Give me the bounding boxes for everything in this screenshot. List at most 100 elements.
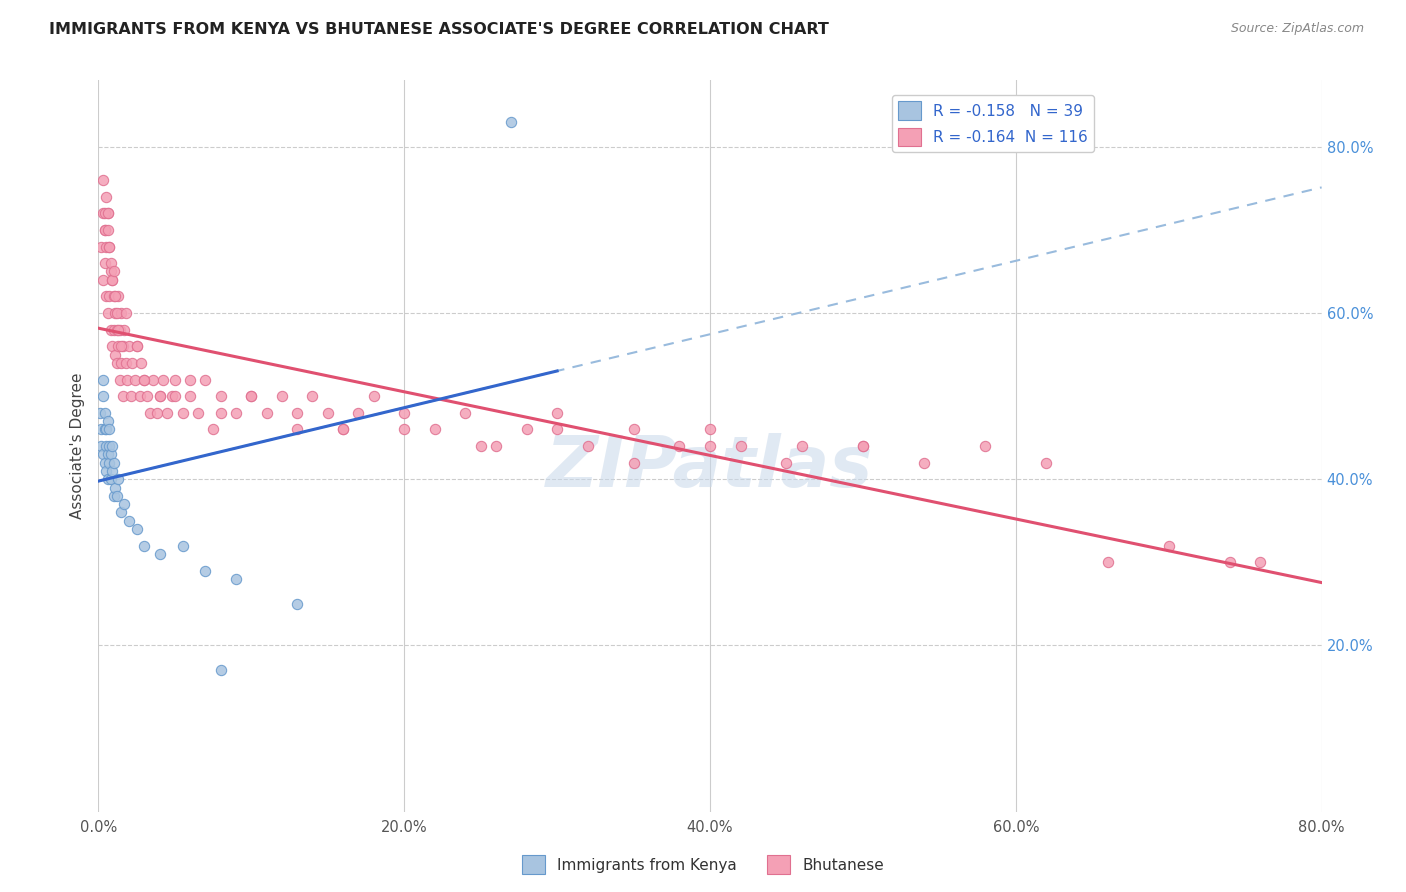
Point — [149, 389, 172, 403]
Point — [94, 422, 117, 436]
Point — [125, 339, 148, 353]
Point — [107, 323, 129, 337]
Point — [104, 289, 127, 303]
Point — [240, 389, 263, 403]
Point — [332, 422, 354, 436]
Point — [104, 481, 127, 495]
Point — [152, 372, 174, 386]
Point — [94, 239, 117, 253]
Point — [516, 422, 538, 436]
Point — [111, 389, 134, 403]
Point — [128, 389, 150, 403]
Point — [1035, 456, 1057, 470]
Point — [124, 372, 146, 386]
Point — [225, 572, 247, 586]
Point — [93, 223, 115, 237]
Point — [134, 539, 156, 553]
Point — [576, 439, 599, 453]
Legend: Immigrants from Kenya, Bhutanese: Immigrants from Kenya, Bhutanese — [516, 849, 890, 880]
Point — [104, 306, 127, 320]
Point — [105, 356, 128, 370]
Point — [97, 472, 120, 486]
Point — [94, 289, 117, 303]
Point — [93, 406, 115, 420]
Point — [285, 422, 308, 436]
Point — [121, 356, 143, 370]
Point — [98, 439, 121, 453]
Point — [89, 406, 111, 420]
Point — [105, 323, 128, 337]
Point — [270, 389, 292, 403]
Point — [156, 406, 179, 420]
Point — [209, 389, 232, 403]
Point — [125, 339, 148, 353]
Point — [98, 456, 121, 470]
Point — [110, 506, 132, 520]
Point — [115, 306, 138, 320]
Point — [730, 439, 752, 453]
Point — [91, 206, 114, 220]
Point — [98, 289, 121, 303]
Point — [101, 464, 124, 478]
Point — [194, 564, 217, 578]
Point — [699, 422, 721, 436]
Point — [179, 372, 201, 386]
Point — [775, 456, 797, 470]
Point — [136, 389, 159, 403]
Point — [105, 489, 128, 503]
Point — [97, 447, 120, 461]
Point — [97, 206, 120, 220]
Point — [392, 422, 416, 436]
Point — [111, 339, 134, 353]
Point — [1219, 555, 1241, 569]
Point — [101, 439, 124, 453]
Point — [363, 389, 385, 403]
Point — [107, 339, 129, 353]
Point — [94, 439, 117, 453]
Point — [112, 497, 135, 511]
Point — [172, 406, 194, 420]
Point — [93, 422, 115, 436]
Point — [134, 372, 156, 386]
Point — [125, 522, 148, 536]
Point — [98, 422, 121, 436]
Point — [104, 347, 127, 362]
Point — [93, 256, 115, 270]
Point — [90, 439, 112, 453]
Point — [94, 189, 117, 203]
Point — [1097, 555, 1119, 569]
Point — [149, 547, 172, 561]
Point — [209, 406, 232, 420]
Y-axis label: Associate's Degree: Associate's Degree — [69, 373, 84, 519]
Point — [347, 406, 370, 420]
Point — [100, 447, 122, 461]
Point — [91, 273, 114, 287]
Point — [93, 206, 115, 220]
Point — [163, 372, 186, 386]
Point — [107, 289, 129, 303]
Point — [285, 406, 308, 420]
Point — [97, 206, 120, 220]
Point — [129, 356, 152, 370]
Point — [134, 372, 156, 386]
Point — [139, 406, 162, 420]
Text: ZIPatlas: ZIPatlas — [547, 434, 873, 502]
Point — [101, 273, 124, 287]
Point — [668, 439, 690, 453]
Point — [115, 356, 138, 370]
Point — [285, 597, 308, 611]
Point — [202, 422, 225, 436]
Point — [110, 339, 132, 353]
Point — [91, 447, 114, 461]
Point — [240, 389, 263, 403]
Point — [118, 514, 141, 528]
Point — [316, 406, 339, 420]
Point — [105, 306, 128, 320]
Point — [97, 414, 120, 428]
Point — [501, 115, 523, 129]
Point — [623, 422, 645, 436]
Point — [103, 264, 125, 278]
Point — [256, 406, 278, 420]
Point — [97, 223, 120, 237]
Text: Source: ZipAtlas.com: Source: ZipAtlas.com — [1230, 22, 1364, 36]
